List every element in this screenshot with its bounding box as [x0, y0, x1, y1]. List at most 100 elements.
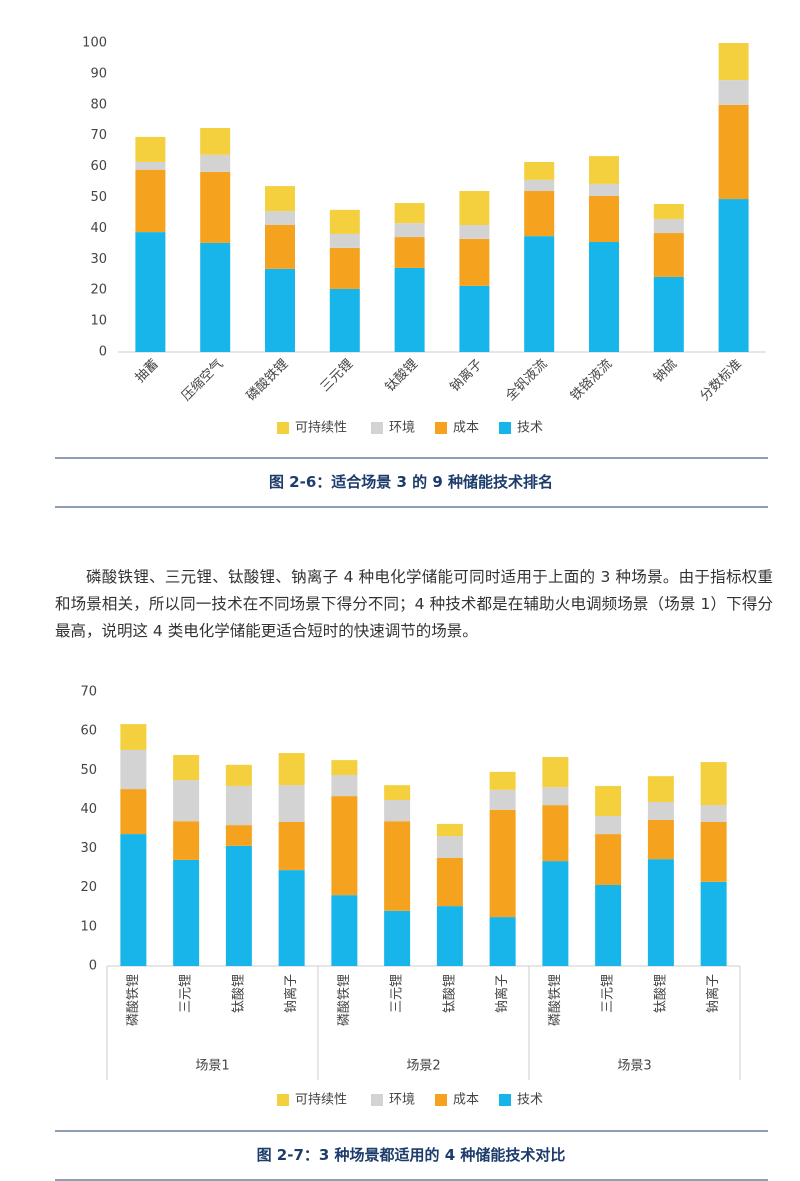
bar-segment — [394, 223, 425, 238]
legend-swatch — [435, 422, 447, 434]
bar-segment — [524, 179, 555, 192]
x-tick-label: 三元锂 — [601, 974, 616, 1013]
x-tick-label: 钛酸锂 — [653, 974, 668, 1013]
bar-segment — [436, 857, 463, 907]
bar-segment — [595, 884, 622, 966]
bar-segment — [329, 233, 360, 248]
bar-segment — [173, 755, 200, 781]
y-tick-label: 10 — [90, 314, 107, 329]
bar-segment — [120, 724, 147, 750]
y-tick-label: 40 — [90, 221, 107, 236]
bar-segment — [542, 805, 569, 862]
x-tick-label: 钠离子 — [283, 974, 299, 1013]
bar-segment — [489, 917, 516, 966]
x-tick-label: 磷酸铁锂 — [548, 974, 563, 1026]
bar-segment — [595, 785, 622, 817]
y-tick-label: 50 — [90, 190, 107, 205]
x-tick-label: 铁铬液流 — [567, 356, 615, 404]
x-tick-label: 钠离子 — [705, 974, 721, 1013]
bar-segment — [459, 285, 490, 352]
group-label: 场景3 — [617, 1059, 651, 1074]
x-tick-label: 分数标准 — [698, 357, 745, 404]
bar-segment — [278, 821, 305, 871]
bar-segment — [265, 186, 295, 212]
bar-segment — [589, 156, 619, 184]
x-tick-label: 钛酸锂 — [231, 974, 246, 1013]
bar-segment — [394, 203, 425, 224]
bar-segment — [394, 267, 425, 352]
bar-segment — [718, 43, 749, 81]
x-tick-label: 全钒液流 — [502, 356, 550, 404]
bar-segment — [489, 809, 516, 918]
caption: 图 2-6：适合场景 3 的 9 种储能技术排名 — [269, 473, 553, 491]
bar-segment — [265, 268, 295, 352]
y-tick-label: 80 — [90, 97, 107, 112]
legend-label: 环境 — [389, 421, 415, 436]
bar-segment — [265, 225, 295, 269]
x-tick-label: 抽蓄 — [133, 357, 162, 386]
bar-segment — [225, 845, 252, 966]
bar-segment — [524, 161, 555, 180]
bar-segment — [589, 183, 619, 196]
y-tick-label: 60 — [80, 724, 97, 739]
bar-segment — [489, 771, 516, 790]
legend-swatch — [435, 1094, 447, 1106]
legend-label: 技术 — [517, 1093, 543, 1108]
bar-segment — [200, 154, 231, 172]
bar-segment — [329, 247, 360, 289]
y-tick-label: 20 — [80, 880, 97, 895]
bar-segment — [524, 191, 555, 237]
bar-segment — [653, 233, 684, 277]
bar-segment — [120, 789, 147, 835]
bar-segment — [120, 749, 147, 790]
bar-segment — [542, 787, 569, 806]
bar-segment — [173, 780, 200, 822]
group-label: 场景2 — [406, 1059, 440, 1074]
bar-segment — [200, 171, 231, 243]
y-tick-label: 0 — [99, 345, 107, 360]
bar-segment — [225, 785, 252, 826]
bar-segment — [700, 805, 727, 822]
bar-segment — [542, 756, 569, 788]
bar-segment — [589, 241, 619, 352]
bar-segment — [436, 836, 463, 858]
bar-segment — [647, 819, 674, 860]
y-tick-label: 50 — [80, 763, 97, 778]
bar-segment — [173, 821, 200, 860]
y-tick-label: 30 — [80, 841, 97, 856]
bar-segment — [120, 834, 147, 966]
x-tick-label: 三元锂 — [318, 357, 356, 395]
legend-label: 成本 — [453, 1093, 479, 1108]
bar-segment — [200, 242, 231, 352]
y-tick-label: 90 — [90, 66, 107, 81]
legend-swatch — [277, 1094, 289, 1106]
legend-swatch — [499, 422, 511, 434]
bar-segment — [542, 861, 569, 966]
legend-label: 环境 — [389, 1093, 415, 1108]
bar-segment — [595, 834, 622, 885]
legend-label: 可持续性 — [295, 1093, 347, 1108]
bar-segment — [200, 127, 231, 155]
legend-swatch — [499, 1094, 511, 1106]
bar-segment — [459, 225, 490, 239]
bar-segment — [647, 776, 674, 802]
bar-segment — [718, 199, 749, 352]
caption: 图 2-7：3 种场景都适用的 4 种储能技术对比 — [257, 1146, 566, 1164]
y-tick-label: 100 — [82, 36, 107, 51]
bar-segment — [329, 209, 360, 234]
x-tick-label: 磷酸铁锂 — [126, 974, 141, 1026]
bar-segment — [225, 764, 252, 786]
bar-segment — [459, 191, 490, 226]
y-tick-label: 10 — [80, 919, 97, 934]
bar-segment — [384, 821, 411, 911]
x-tick-label: 钛酸锂 — [383, 357, 421, 395]
bar-segment — [589, 195, 619, 242]
bar-segment — [394, 237, 425, 268]
y-tick-label: 70 — [90, 128, 107, 143]
bar-segment — [653, 276, 684, 352]
bar-segment — [135, 232, 166, 352]
bar-segment — [331, 796, 358, 896]
y-tick-label: 40 — [80, 802, 97, 817]
